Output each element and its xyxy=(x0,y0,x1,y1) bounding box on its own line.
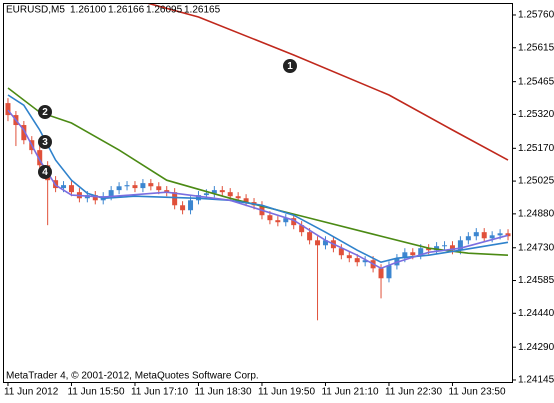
y-tick-label: 1.25760 xyxy=(518,10,554,21)
plot-frame xyxy=(3,3,513,383)
candle-body xyxy=(92,195,98,201)
candle-body xyxy=(148,183,154,187)
candle-body xyxy=(386,265,392,279)
x-tick-label: 11 Jun 17:10 xyxy=(131,387,189,398)
candle-body xyxy=(291,218,297,226)
x-tick-label: 11 Jun 15:50 xyxy=(67,387,125,398)
candle-body xyxy=(188,200,194,211)
y-tick-label: 1.25025 xyxy=(518,176,554,187)
candle-body xyxy=(378,268,384,279)
header-value: 1.26095 xyxy=(146,5,183,16)
x-tick-label: 11 Jun 19:50 xyxy=(258,387,316,398)
annotation-marker xyxy=(283,59,297,73)
x-tick-label: 11 Jun 21:10 xyxy=(321,387,379,398)
candle-body xyxy=(362,260,368,263)
y-tick-label: 1.25465 xyxy=(518,76,554,87)
candle-body xyxy=(283,218,289,223)
candle-body xyxy=(410,252,416,256)
candle-body xyxy=(219,190,225,193)
x-tick-label: 11 Jun 23:50 xyxy=(448,387,506,398)
candle-body xyxy=(203,193,209,196)
candle-body xyxy=(124,185,130,187)
candle-body xyxy=(418,248,424,256)
candle-body xyxy=(434,246,440,251)
candle-body xyxy=(68,185,74,193)
chart-title: EURUSD,M5 xyxy=(6,5,65,16)
candle-body xyxy=(275,220,281,223)
header-value: 1.26165 xyxy=(184,5,221,16)
candle-body xyxy=(108,190,114,197)
candle-body xyxy=(116,186,122,191)
candle-body xyxy=(140,183,146,189)
footer: MetaTrader 4, © 2001-2012, MetaQuotes So… xyxy=(6,371,259,382)
candle-body xyxy=(267,215,273,221)
candle-body xyxy=(354,258,360,263)
annotation-label: 3 xyxy=(42,137,48,148)
candle-body xyxy=(235,196,241,199)
indicator-line xyxy=(147,4,509,161)
candle-body xyxy=(465,236,471,241)
candle-body xyxy=(211,190,217,194)
candle-body xyxy=(315,240,321,246)
x-tick-label: 11 Jun 2012 xyxy=(4,387,59,398)
y-tick-label: 1.24145 xyxy=(518,375,554,386)
candle-body xyxy=(299,225,305,233)
y-tick-label: 1.24730 xyxy=(518,242,554,253)
candle-body xyxy=(164,190,170,193)
x-tick-label: 11 Jun 18:30 xyxy=(194,387,252,398)
annotation-label: 1 xyxy=(287,61,293,72)
candle-body xyxy=(5,103,11,116)
candle-body xyxy=(489,235,495,239)
candle-body xyxy=(172,192,178,206)
candle-body xyxy=(21,125,27,141)
annotation-marker xyxy=(38,135,52,149)
candle-body xyxy=(473,232,479,237)
candle-body xyxy=(180,205,186,211)
y-tick-label: 1.24880 xyxy=(518,208,554,219)
candle-body xyxy=(481,232,487,239)
overlay: 1 2 3 4 xyxy=(38,59,297,179)
candle-body xyxy=(426,248,432,251)
candle-body xyxy=(442,245,448,247)
candle-body xyxy=(156,186,162,191)
candle-body xyxy=(322,240,328,246)
candle-body xyxy=(307,232,313,241)
candle-body xyxy=(402,252,408,259)
candle-body xyxy=(37,150,43,166)
y-tick-label: 1.25170 xyxy=(518,143,554,154)
candle-body xyxy=(61,185,67,189)
candle-body xyxy=(338,248,344,256)
y-tick-label: 1.25320 xyxy=(518,109,554,120)
annotation-label: 2 xyxy=(42,107,48,118)
candle-body xyxy=(227,192,233,197)
candle-body xyxy=(243,198,249,203)
candle-body xyxy=(497,233,503,236)
candle-body xyxy=(346,255,352,259)
annotation-marker xyxy=(38,165,52,179)
annotation-marker xyxy=(38,105,52,119)
candle-body xyxy=(449,245,455,251)
y-tick-label: 1.24290 xyxy=(518,342,554,353)
header-value: 1.26100 xyxy=(70,5,107,16)
y-tick-label: 1.25615 xyxy=(518,42,554,53)
y-tick-label: 1.24440 xyxy=(518,308,554,319)
annotation-label: 4 xyxy=(42,167,48,178)
candle-body xyxy=(505,233,511,237)
y-tick-label: 1.24585 xyxy=(518,275,554,286)
header-value: 1.26166 xyxy=(108,5,145,16)
candle-body xyxy=(457,240,463,251)
candle-body xyxy=(132,185,138,189)
x-tick-label: 11 Jun 22:30 xyxy=(385,387,443,398)
